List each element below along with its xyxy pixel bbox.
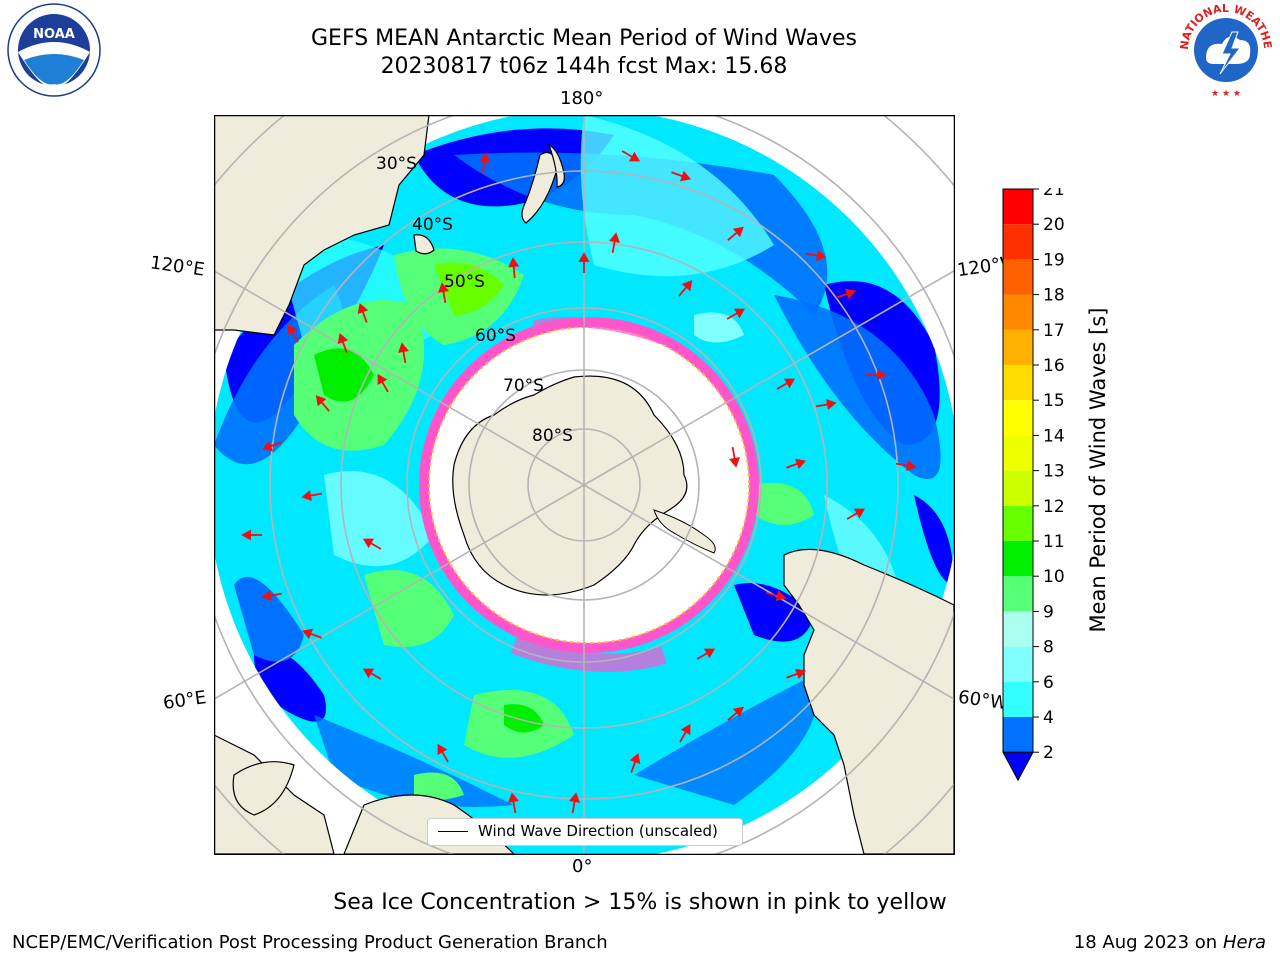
colorbar-tick-label: 2 <box>1043 743 1054 763</box>
colorbar-band <box>1003 329 1033 365</box>
legend-label: Wind Wave Direction (unscaled) <box>478 822 718 840</box>
polar-map: 30°S 40°S 50°S 60°S 70°S 80°S <box>214 115 955 855</box>
lon-label-top: 180° <box>560 88 604 109</box>
lat-label-70s: 70°S <box>503 376 544 396</box>
colorbar-tick-label: 9 <box>1043 602 1054 622</box>
colorbar-tick-label: 11 <box>1043 532 1065 552</box>
colorbar-tick-label: 17 <box>1043 321 1065 341</box>
colorbar-under-arrow <box>1002 751 1034 782</box>
colorbar-band <box>1003 681 1033 717</box>
colorbar-band <box>1003 576 1033 612</box>
colorbar-tick-label: 16 <box>1043 356 1065 376</box>
lat-label-50s: 50°S <box>444 272 485 292</box>
colorbar-tick-label: 19 <box>1043 250 1065 270</box>
colorbar: 2 4 6 8 9 10 11 12 13 14 15 16 17 18 19 20 21 <box>1002 188 1065 782</box>
map-frame <box>214 115 955 855</box>
colorbar-band <box>1003 224 1033 260</box>
map-legend: Wind Wave Direction (unscaled) <box>427 818 743 846</box>
colorbar-band <box>1003 189 1033 225</box>
lon-label-upper-left: 120°E <box>148 252 206 281</box>
noaa-logo: NOAA <box>7 3 101 97</box>
lon-label-lower-left: 60°E <box>161 687 208 714</box>
colorbar-band <box>1003 435 1033 471</box>
colorbar-tick-label: 18 <box>1043 286 1065 306</box>
colorbar-ticks: 2 4 6 8 9 10 11 12 13 14 15 16 17 18 19 20 21 <box>1033 188 1065 763</box>
colorbar-band <box>1003 259 1033 295</box>
datestamp: 18 Aug 2023 on Hera <box>1074 932 1266 953</box>
colorbar-band <box>1003 505 1033 541</box>
title-line-1: GEFS MEAN Antarctic Mean Period of Wind … <box>311 26 857 51</box>
noaa-logo-text: NOAA <box>33 27 75 42</box>
colorbar-band <box>1003 470 1033 506</box>
colorbar-tick-label: 20 <box>1043 215 1065 235</box>
lat-label-80s: 80°S <box>532 426 573 446</box>
lat-label-40s: 40°S <box>412 215 453 235</box>
graticule <box>214 115 954 854</box>
colorbar-band <box>1003 611 1033 647</box>
colorbar-tick-label: 13 <box>1043 462 1065 482</box>
colorbar-band <box>1003 400 1033 436</box>
colorbar-tick-label: 10 <box>1043 567 1065 587</box>
svg-text:★ ★ ★: ★ ★ ★ <box>1211 89 1241 99</box>
sea-ice-footnote: Sea Ice Concentration > 15% is shown in … <box>333 890 947 915</box>
datestamp-date: 18 Aug 2023 on <box>1073 932 1218 953</box>
colorbar-tick-label: 12 <box>1043 497 1065 517</box>
colorbar-band <box>1003 541 1033 577</box>
datestamp-machine: Hera <box>1222 932 1266 953</box>
lat-label-60s: 60°S <box>475 326 516 346</box>
colorbar-band <box>1003 365 1033 401</box>
legend-line-swatch <box>438 831 468 832</box>
title-line-2: 20230817 t06z 144h fcst Max: 15.68 <box>380 54 788 79</box>
colorbar-band <box>1003 717 1033 753</box>
colorbar-tick-label: 6 <box>1043 673 1054 693</box>
colorbar-tick-label: 15 <box>1043 391 1065 411</box>
colorbar-title: Mean Period of Wind Waves [s] <box>1086 307 1110 633</box>
colorbar-tick-label: 21 <box>1043 188 1065 200</box>
colorbar-tick-label: 14 <box>1043 426 1065 446</box>
colorbar-band <box>1003 294 1033 330</box>
lon-label-bottom: 0° <box>572 856 593 877</box>
lat-label-30s: 30°S <box>376 154 417 174</box>
nws-logo: NATIONAL WEATHER SERVICE ★ ★ ★ <box>1176 2 1274 99</box>
wind-wave-arrows <box>241 150 917 814</box>
colorbar-tick-label: 8 <box>1043 638 1054 658</box>
colorbar-tick-label: 4 <box>1043 708 1054 728</box>
colorbar-bands <box>1002 188 1034 782</box>
credit-line: NCEP/EMC/Verification Post Processing Pr… <box>12 932 608 953</box>
colorbar-band <box>1003 646 1033 682</box>
